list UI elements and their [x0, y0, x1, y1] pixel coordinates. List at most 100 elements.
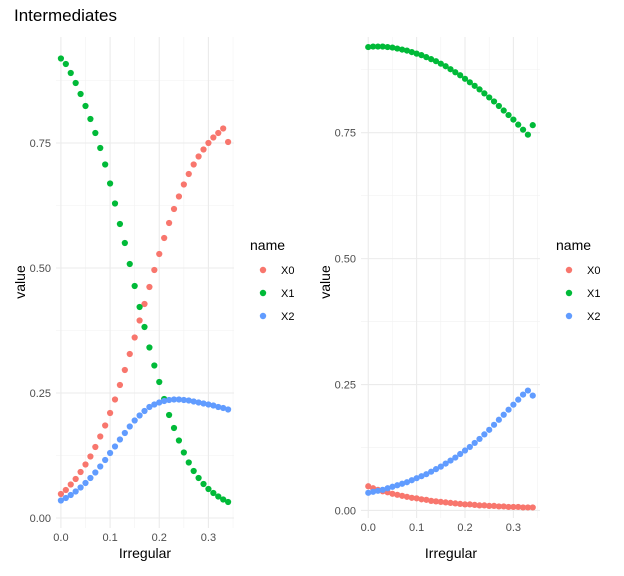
point-x1 [399, 46, 406, 53]
point-x0 [210, 134, 217, 141]
point-x1 [92, 129, 99, 137]
panel-right-y-axis-title: value [317, 265, 333, 299]
point-x2 [210, 402, 217, 409]
point-x2 [515, 396, 522, 403]
x-tick-label: 0.1 [102, 532, 117, 544]
point-x2 [116, 436, 124, 443]
panel-left-points [57, 55, 232, 506]
point-x0 [195, 153, 202, 160]
panel-right-legend: name X0 X1 X2 [556, 237, 600, 323]
panel-right: 0.0 0.1 0.2 0.3 0.000.250.500.75 Irregular … [317, 37, 600, 561]
point-x1 [379, 43, 386, 50]
point-x2 [399, 480, 406, 487]
point-x1 [490, 98, 498, 105]
point-x1 [524, 131, 532, 138]
point-x2 [92, 469, 99, 476]
point-x1 [106, 180, 114, 187]
point-x0 [442, 499, 449, 506]
point-x0 [447, 499, 454, 506]
point-x0 [524, 504, 532, 511]
point-x0 [87, 453, 94, 460]
point-x1 [418, 52, 425, 59]
point-x0 [67, 481, 74, 488]
panel-right-x-axis-title: Irregular [425, 545, 477, 561]
point-x2 [437, 463, 444, 470]
point-x2 [97, 463, 104, 470]
legend-key-x1 [259, 289, 267, 297]
point-x2 [205, 401, 212, 408]
point-x1 [190, 467, 197, 475]
point-x2 [379, 486, 386, 493]
point-x0 [428, 497, 435, 504]
point-x0 [200, 146, 207, 153]
point-x0 [146, 283, 153, 291]
y-tick-label: 0.00 [335, 505, 356, 517]
point-x1 [116, 220, 124, 228]
point-x1 [510, 116, 517, 123]
point-x2 [200, 400, 207, 407]
panel-right-y-ticks: 0.00 0.25 0.50 0.75 [335, 128, 356, 518]
legend-label-x1: X1 [587, 288, 600, 300]
y-tick-label: 0.25 [30, 388, 51, 400]
point-x2 [82, 479, 89, 487]
point-x0 [505, 503, 512, 511]
point-x1 [111, 200, 119, 207]
x-tick-label: 0.3 [506, 522, 521, 534]
point-x0 [175, 193, 183, 200]
panel-left-x-axis-title: Irregular [119, 545, 171, 561]
point-x0 [486, 502, 493, 510]
point-x2 [413, 475, 420, 482]
point-x0 [131, 334, 138, 341]
point-x0 [413, 495, 420, 502]
point-x2 [62, 494, 69, 502]
point-x0 [77, 468, 84, 476]
point-x0 [461, 501, 469, 508]
point-x2 [180, 396, 187, 404]
point-x1 [519, 126, 527, 133]
point-x1 [437, 60, 444, 67]
point-x2 [505, 406, 512, 413]
point-x2 [481, 431, 488, 438]
point-x1 [384, 43, 391, 51]
panel-left-x-ticks: 0.0 0.1 0.2 0.3 [53, 532, 216, 544]
point-x2 [77, 484, 84, 491]
point-x2 [403, 479, 411, 486]
point-x0 [389, 490, 396, 497]
point-x2 [529, 392, 536, 399]
point-x2 [500, 411, 507, 418]
point-x1 [529, 122, 536, 129]
point-x2 [156, 399, 163, 406]
point-x2 [175, 396, 183, 403]
legend-label-x0: X0 [587, 265, 600, 277]
point-x1 [72, 79, 79, 87]
point-x2 [215, 403, 222, 411]
point-x2 [131, 417, 138, 424]
point-x1 [452, 69, 459, 76]
point-x2 [432, 466, 440, 473]
point-x2 [87, 474, 94, 482]
point-x0 [418, 496, 425, 503]
panel-left-y-axis-title: value [12, 265, 28, 299]
point-x0 [500, 503, 507, 510]
point-x0 [510, 503, 517, 511]
point-x2 [67, 491, 74, 499]
legend-label-x0: X0 [281, 265, 294, 277]
point-x1 [205, 485, 212, 493]
point-x1 [413, 50, 420, 57]
legend-label-x1: X1 [281, 288, 294, 300]
point-x2 [519, 391, 527, 398]
panel-left-legend: name X0 X1 X2 [250, 237, 294, 323]
point-x2 [161, 397, 168, 405]
point-x0 [141, 300, 148, 308]
point-x1 [136, 303, 143, 311]
point-x0 [403, 493, 411, 500]
point-x0 [515, 503, 522, 511]
point-x1 [505, 111, 512, 119]
point-x1 [428, 56, 435, 63]
point-x1 [369, 43, 377, 50]
x-tick-label: 0.2 [152, 532, 167, 544]
point-x0 [102, 422, 109, 429]
point-x0 [151, 266, 158, 274]
x-tick-label: 0.3 [201, 532, 216, 544]
